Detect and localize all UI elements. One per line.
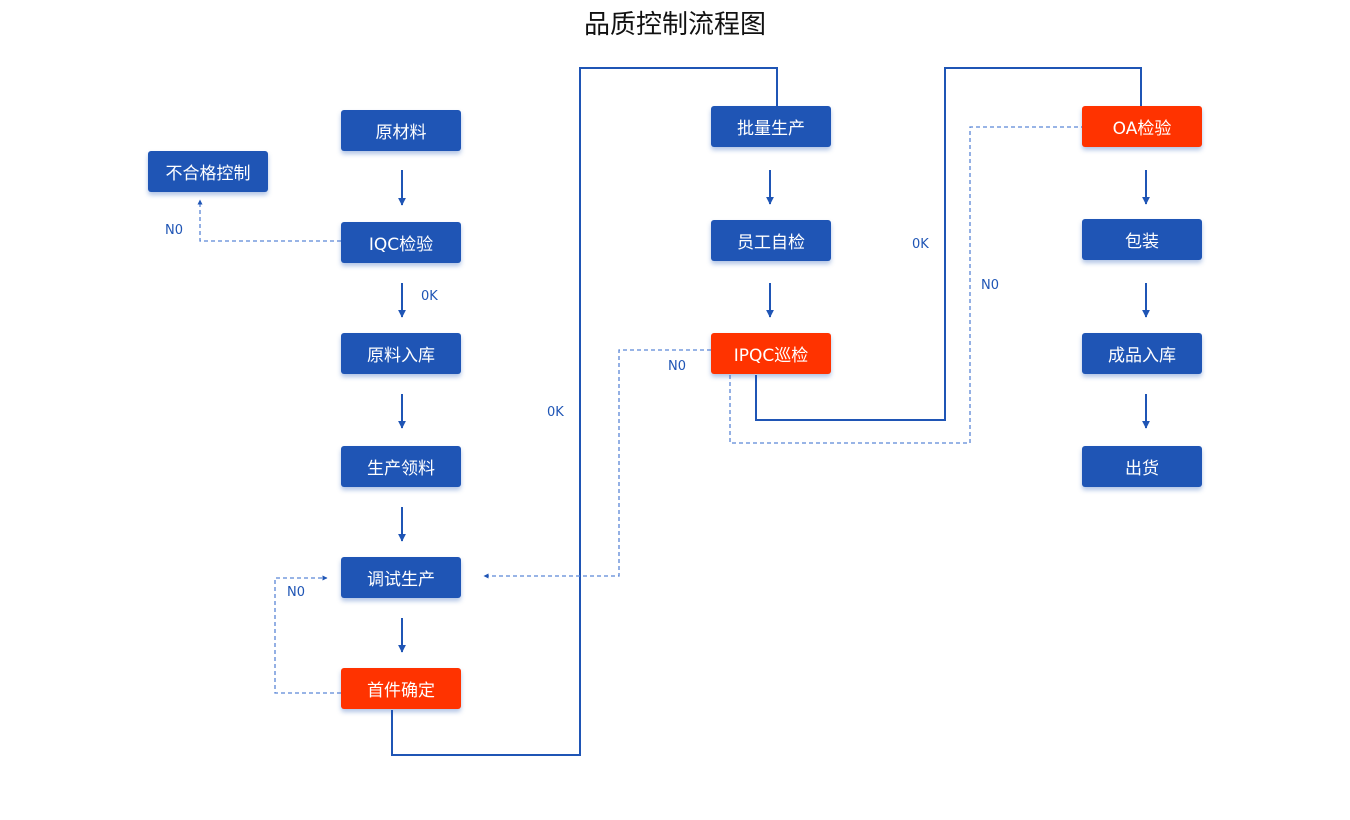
node-oa[interactable]: OA检验: [1082, 106, 1202, 147]
label-ipqc-ok: 0K: [912, 237, 929, 252]
ipqc-no-line: [483, 349, 711, 579]
label-ipqc-no: N0: [668, 359, 686, 374]
node-debug[interactable]: 调试生产: [341, 557, 461, 598]
label-oa-no: N0: [981, 278, 999, 293]
node-mass[interactable]: 批量生产: [711, 106, 831, 147]
iqc-no-line: [197, 199, 341, 242]
label-iqc-ok: 0K: [421, 289, 438, 304]
ipqc-ok-line: [755, 67, 1142, 421]
node-first[interactable]: 首件确定: [341, 668, 461, 709]
label-iqc-no: N0: [165, 223, 183, 238]
node-fgstore[interactable]: 成品入库: [1082, 333, 1202, 374]
node-self[interactable]: 员工自检: [711, 220, 831, 261]
page-title: 品质控制流程图: [583, 10, 766, 40]
node-pack[interactable]: 包装: [1082, 219, 1202, 260]
node-raw[interactable]: 原材料: [341, 110, 461, 151]
node-pick[interactable]: 生产领料: [341, 446, 461, 487]
node-ship[interactable]: 出货: [1082, 446, 1202, 487]
label-first-ok: 0K: [547, 405, 564, 420]
node-iqc[interactable]: IQC检验: [341, 222, 461, 263]
node-reject[interactable]: 不合格控制: [148, 151, 268, 192]
node-ipqc[interactable]: IPQC巡检: [711, 333, 831, 374]
oa-no-line: [729, 126, 1082, 444]
first-no-line: [274, 575, 341, 694]
node-store[interactable]: 原料入库: [341, 333, 461, 374]
label-first-no: N0: [287, 585, 305, 600]
first-ok-line: [391, 67, 778, 756]
